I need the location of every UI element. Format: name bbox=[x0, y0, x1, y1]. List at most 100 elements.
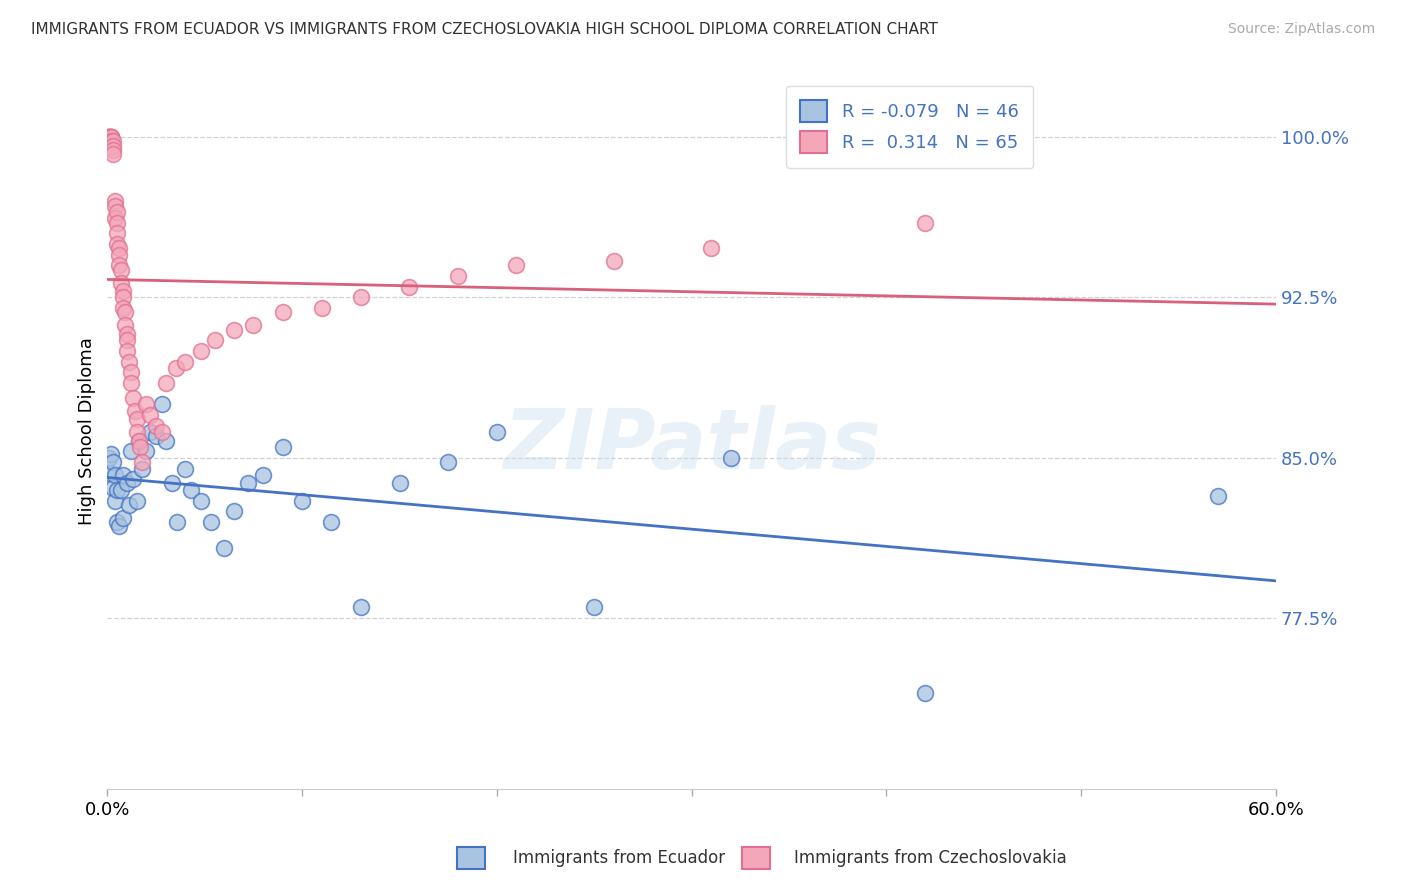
Point bbox=[271, 305, 294, 319]
Point bbox=[111, 467, 134, 482]
Point bbox=[98, 450, 121, 465]
Point bbox=[236, 476, 259, 491]
Point bbox=[111, 301, 134, 315]
Point bbox=[139, 408, 162, 422]
Point bbox=[105, 205, 128, 219]
Point bbox=[105, 515, 128, 529]
Point bbox=[104, 194, 127, 209]
Point bbox=[155, 376, 177, 390]
Point bbox=[174, 354, 197, 368]
Point bbox=[125, 425, 148, 439]
Point bbox=[447, 269, 470, 284]
Point bbox=[222, 322, 245, 336]
Point bbox=[603, 254, 626, 268]
Point bbox=[128, 434, 150, 448]
Text: Immigrants from Ecuador: Immigrants from Ecuador bbox=[513, 849, 725, 867]
Point bbox=[104, 211, 127, 226]
Point bbox=[200, 515, 222, 529]
Point bbox=[111, 510, 134, 524]
Point bbox=[100, 130, 122, 145]
Point bbox=[103, 481, 125, 495]
Point bbox=[388, 476, 411, 491]
Point bbox=[321, 515, 343, 529]
Point bbox=[105, 216, 128, 230]
Point bbox=[139, 425, 162, 439]
Point bbox=[114, 305, 136, 319]
Point bbox=[190, 493, 212, 508]
Point bbox=[150, 397, 173, 411]
Point bbox=[190, 343, 212, 358]
Point bbox=[120, 444, 142, 458]
Point bbox=[110, 262, 132, 277]
Point bbox=[505, 259, 527, 273]
Point bbox=[100, 130, 122, 145]
Point bbox=[104, 467, 127, 482]
Point bbox=[128, 434, 150, 448]
Point bbox=[222, 504, 245, 518]
Point bbox=[108, 241, 131, 255]
Point bbox=[271, 440, 294, 454]
Point bbox=[398, 280, 420, 294]
Point bbox=[583, 600, 606, 615]
Point bbox=[124, 404, 146, 418]
Point bbox=[291, 493, 314, 508]
Point bbox=[131, 455, 153, 469]
Point bbox=[103, 147, 125, 161]
Point bbox=[98, 130, 121, 145]
Point bbox=[110, 483, 132, 497]
Point bbox=[165, 361, 187, 376]
Point bbox=[100, 130, 122, 145]
Point bbox=[121, 472, 143, 486]
Point bbox=[212, 541, 235, 555]
Legend: R = -0.079   N = 46, R =  0.314   N = 65: R = -0.079 N = 46, R = 0.314 N = 65 bbox=[786, 86, 1033, 168]
Point bbox=[485, 425, 508, 439]
Point bbox=[150, 425, 173, 439]
Point bbox=[108, 248, 131, 262]
Point bbox=[111, 284, 134, 298]
Point bbox=[103, 138, 125, 153]
Point bbox=[108, 259, 131, 273]
Point bbox=[155, 434, 177, 448]
Point bbox=[114, 318, 136, 333]
Point bbox=[349, 600, 371, 615]
Point bbox=[1206, 489, 1229, 503]
Point bbox=[100, 138, 122, 153]
Point bbox=[115, 326, 138, 341]
Point bbox=[100, 130, 122, 145]
Text: Immigrants from Czechoslovakia: Immigrants from Czechoslovakia bbox=[794, 849, 1067, 867]
Text: ZIPatlas: ZIPatlas bbox=[503, 405, 880, 486]
Point bbox=[98, 466, 121, 480]
Point bbox=[98, 130, 121, 145]
Point bbox=[110, 276, 132, 290]
Point bbox=[100, 446, 122, 460]
Point bbox=[104, 198, 127, 212]
Point bbox=[131, 461, 153, 475]
Point bbox=[914, 686, 936, 700]
Point bbox=[145, 418, 167, 433]
Point bbox=[174, 461, 197, 475]
Point bbox=[111, 290, 134, 304]
Point bbox=[118, 498, 141, 512]
Point bbox=[105, 237, 128, 252]
Point bbox=[145, 429, 167, 443]
Point bbox=[120, 376, 142, 390]
Point bbox=[252, 467, 274, 482]
Point bbox=[242, 318, 264, 333]
Point bbox=[311, 301, 333, 315]
Point bbox=[121, 391, 143, 405]
Point bbox=[349, 290, 371, 304]
Point bbox=[914, 216, 936, 230]
Point bbox=[108, 519, 131, 533]
Point bbox=[98, 130, 121, 145]
Point bbox=[103, 455, 125, 469]
Point bbox=[180, 483, 202, 497]
Point bbox=[437, 455, 460, 469]
Point bbox=[125, 412, 148, 426]
Point bbox=[700, 241, 723, 255]
Point bbox=[115, 343, 138, 358]
Point bbox=[103, 135, 125, 149]
Point bbox=[204, 333, 226, 347]
Point bbox=[105, 483, 128, 497]
Point bbox=[115, 333, 138, 347]
Point bbox=[166, 515, 188, 529]
